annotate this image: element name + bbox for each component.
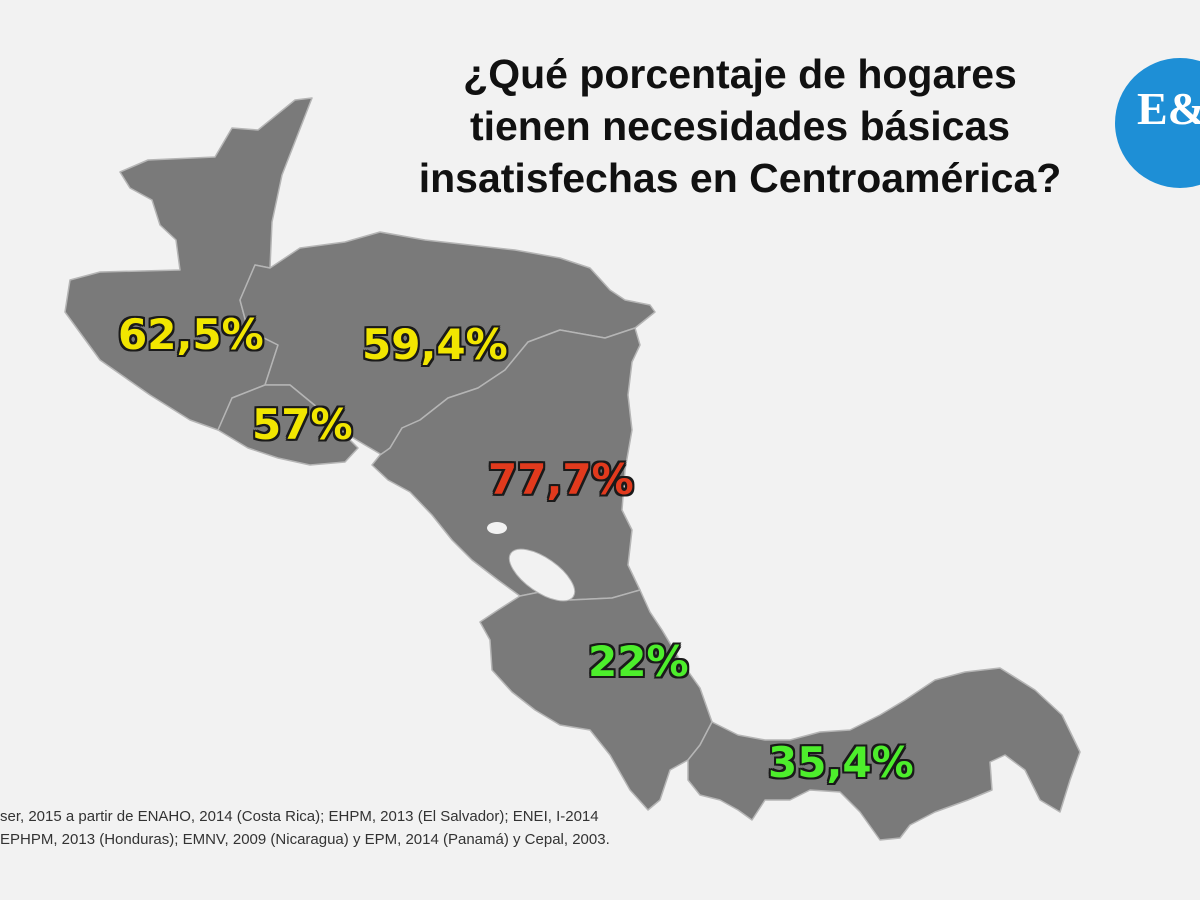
brand-logo-text: E&N [1137,83,1200,134]
region-nicaragua [371,327,641,601]
source-line-1: ser, 2015 a partir de ENAHO, 2014 (Costa… [0,808,599,825]
label-panama: 35,4% [768,738,914,787]
region-el-salvador [217,384,359,466]
title-line-1: ¿Qué porcentaje de hogares [463,51,1017,97]
label-guatemala: 62,5% [118,310,264,359]
region-panama [687,667,1081,841]
label-honduras: 59,4% [362,320,508,369]
lake-nicaragua [508,548,576,602]
label-el-salvador: 57% [252,400,353,449]
lake-managua [487,522,507,534]
title-line-3: insatisfechas en Centroamérica? [418,155,1062,201]
source-line-2: EPHPM, 2013 (Honduras); EMNV, 2009 (Nica… [0,831,610,848]
label-costa-rica: 22% [588,637,689,686]
label-nicaragua: 77,7% [488,455,634,504]
region-costa-rica [479,589,713,811]
source-note: ser, 2015 a partir de ENAHO, 2014 (Costa… [0,805,610,851]
region-guatemala [64,97,313,431]
title-line-2: tienen necesidades básicas [469,103,1011,149]
map-title: ¿Qué porcentaje de hogares tienen necesi… [380,48,1100,204]
